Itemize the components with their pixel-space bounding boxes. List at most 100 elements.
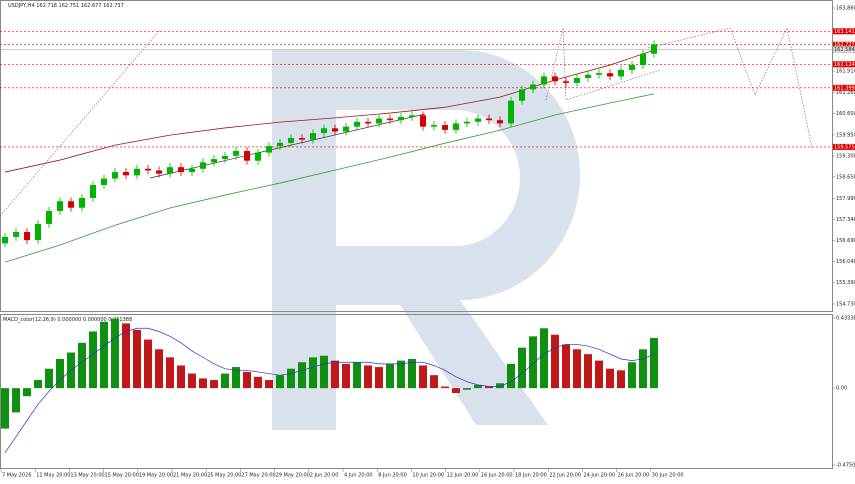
y-tick-label: 163.860 [836,6,855,12]
candle-body [101,178,107,186]
macd-bar [419,365,427,389]
candle-body [409,115,415,117]
level-tag [833,61,855,68]
candle-body [244,150,250,161]
candle-body [629,65,635,70]
macd-bar [529,336,537,389]
quote-high: 162.751 [59,3,80,9]
macd-bar [287,368,295,389]
x-tick-label: 15 May 20:00 [105,473,139,479]
level-label: 162.124 [834,62,855,68]
macd-bar [430,375,438,389]
macd-bar [386,363,394,389]
quote-close: 162.737 [103,3,124,9]
watermark-logo [272,50,580,430]
candle-body [508,100,514,124]
symbol: USDJPY,H4 [8,3,35,9]
macd-bar [331,360,339,389]
candle-body [464,121,470,124]
forecast-line [0,29,161,217]
y-tick-label: 157.340 [836,217,855,223]
candle-body [442,125,448,130]
candle-body [123,172,129,176]
macd-bar [518,347,526,389]
macd-bar [1,388,9,429]
candle-body [541,76,547,85]
macd-bar [320,355,328,389]
candle-body [288,138,294,143]
x-tick-label: 25 May 20:00 [207,473,241,479]
level-label: 161.399 [834,85,855,91]
candle-body [211,159,217,163]
candle-body [552,76,558,82]
x-tick-label: 27 May 20:00 [241,473,275,479]
level-label: 162.727 [834,42,855,48]
candle-body [134,168,140,176]
level-label: 163.141 [834,29,855,35]
macd-bar [133,329,141,389]
candle-body [57,201,63,211]
macd-header: MACD_color(12,26,9) 0.000000 0.000000 0.… [3,317,132,323]
candle-body [387,118,393,121]
macd-bar [34,380,42,389]
macd-bar [199,378,207,389]
macd-bar [375,367,383,389]
macd-bar [144,339,152,389]
candle-body [607,73,613,77]
x-tick-label: 4 Jun 20:00 [344,473,373,479]
current-price-tag [832,46,855,53]
candle-body [13,232,19,237]
macd-readout: 0.211388 [108,317,132,323]
macd-bar [562,344,570,389]
candle-body [563,81,569,83]
candle-body [475,118,481,122]
y-tick-label: 154.730 [836,302,855,308]
y-tick-label: 156.690 [836,238,855,244]
candle-body [486,118,492,121]
macd-bar [628,362,636,389]
macd-bar [408,359,416,389]
macd-bar [56,359,64,389]
level-tag [833,84,855,91]
macd-bar [364,365,372,389]
level-label: 159.575 [834,144,855,150]
quote-low: 162.677 [81,3,102,9]
y-tick-label: 157.990 [836,196,855,202]
macd-bar [23,388,31,397]
macd-bar [496,383,504,389]
y-tick-label: -0.475013 [836,463,855,469]
candle-body [167,167,173,174]
x-tick-label: 26 Jun 20:00 [618,473,650,479]
macd-bar [595,360,603,389]
macd-bar [584,354,592,389]
macd-bar [122,323,130,389]
forecast-line [545,27,661,101]
candle-body [398,116,404,121]
candle-body [376,118,382,124]
y-tick-label: 158.650 [836,174,855,180]
candle-body [354,121,360,127]
x-tick-label: 18 Jun 20:00 [515,473,547,479]
candle-body [255,152,261,161]
candle-body [222,155,228,160]
macd-bar [111,318,119,389]
x-tick-label: 11 May 20:00 [36,473,70,479]
macd-readout: 0.000000 [57,317,81,323]
x-tick-label: 10 Jun 20:00 [412,473,444,479]
macd-bar [540,328,548,389]
candle-body [68,201,74,208]
macd-bar [441,386,449,389]
macd-title: MACD_color(12,26,9) [3,317,56,323]
candle-body [310,133,316,140]
macd-bar [551,334,559,389]
candle-body [596,73,602,75]
macd-bar [485,386,493,389]
macd-bar [166,357,174,389]
x-tick-label: 12 Jun 20:00 [447,473,479,479]
x-tick-label: 2 Jun 20:00 [310,473,339,479]
macd-bar [353,362,361,389]
y-tick-label: 161.260 [836,90,855,96]
macd-bar [452,388,460,393]
macd-bar [507,363,515,389]
